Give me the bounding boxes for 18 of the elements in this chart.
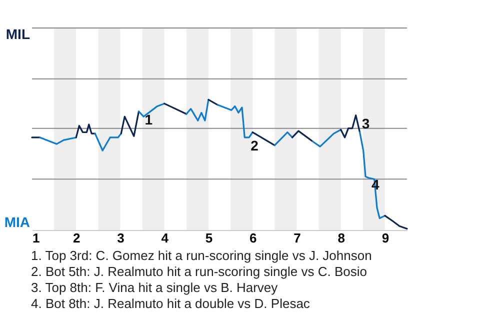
text: 2. Bot 5th: J. Realmuto hit a run-scoring single vs C. Bosio [31,264,367,279]
text: 3. Top 8th: F. Vina hit a single vs B. Harvey [31,280,278,295]
x-tick-label: 1 [32,230,40,246]
x-tick-label: 9 [382,230,390,246]
text: MIA [4,214,30,230]
text: 4. Bot 8th: J. Realmuto hit a double vs D. Plesac [31,296,310,311]
x-tick-label: 4 [161,230,170,246]
annotation: 3 [362,115,370,132]
x-tick-label: 5 [205,230,213,246]
x-tick-label: 8 [338,230,345,246]
x-tick-label: 2 [73,230,80,246]
text: 1. Top 3rd: C. Gomez hit a run-scoring single vs J. Johnson [31,248,372,263]
annotation: 1 [144,111,153,128]
x-tick-label: 3 [117,230,124,246]
x-tick-label: 7 [294,230,301,246]
annotation: 2 [250,137,259,154]
x-tick-label: 6 [249,230,257,246]
text: MIL [6,26,30,42]
